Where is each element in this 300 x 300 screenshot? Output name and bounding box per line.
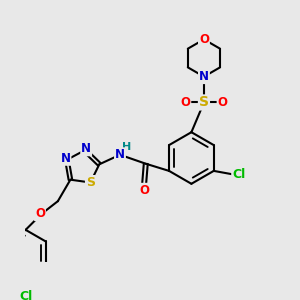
Text: N: N bbox=[61, 152, 70, 165]
Text: S: S bbox=[86, 176, 95, 189]
Text: Cl: Cl bbox=[19, 290, 32, 300]
Text: O: O bbox=[180, 96, 190, 109]
Text: Cl: Cl bbox=[232, 168, 245, 181]
Text: N: N bbox=[115, 148, 125, 161]
Text: O: O bbox=[218, 96, 228, 109]
Text: N: N bbox=[199, 70, 209, 83]
Text: N: N bbox=[81, 142, 91, 155]
Text: O: O bbox=[199, 33, 209, 46]
Text: H: H bbox=[122, 142, 131, 152]
Text: O: O bbox=[35, 207, 45, 220]
Text: S: S bbox=[199, 95, 209, 110]
Text: O: O bbox=[139, 184, 149, 197]
